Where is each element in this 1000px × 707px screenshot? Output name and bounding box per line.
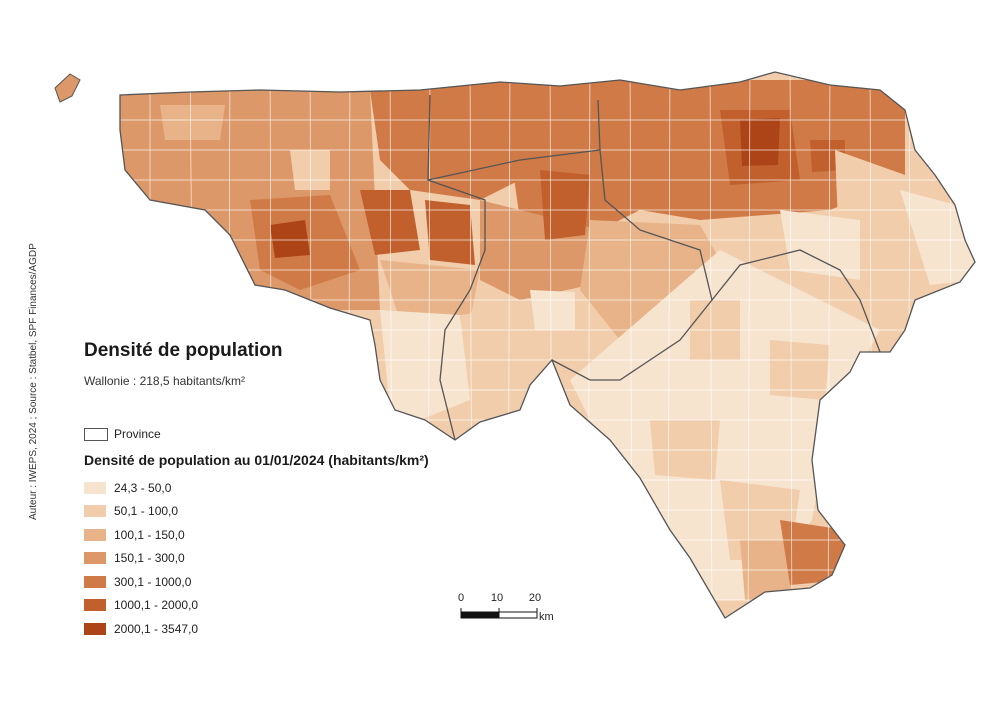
legend-label: 24,3 - 50,0 bbox=[114, 480, 172, 495]
map-subtitle: Wallonie : 218,5 habitants/km² bbox=[84, 374, 245, 388]
scale-tick-label: 10 bbox=[490, 592, 504, 604]
scale-tick-label: 20 bbox=[528, 592, 542, 604]
legend-swatch bbox=[84, 528, 106, 541]
legend-label: 2000,1 - 3547,0 bbox=[114, 621, 199, 636]
credit-text: Auteur : IWEPS, 2024 ; Source : Statbel,… bbox=[28, 243, 39, 520]
scale-tick-label: 0 bbox=[457, 592, 465, 604]
density-legend: 24,3 - 50,0 50,1 - 100,0 100,1 - 150,0 1… bbox=[84, 476, 198, 641]
legend-title: Densité de population au 01/01/2024 (hab… bbox=[84, 452, 429, 468]
exclave-shape bbox=[54, 73, 81, 103]
legend-label: 1000,1 - 2000,0 bbox=[114, 598, 199, 613]
legend-swatch bbox=[84, 481, 106, 494]
legend-label: 100,1 - 150,0 bbox=[114, 527, 185, 542]
legend-item: 50,1 - 100,0 bbox=[84, 500, 198, 524]
province-swatch bbox=[84, 427, 108, 441]
map-title: Densité de population bbox=[84, 340, 283, 361]
province-legend: Province bbox=[84, 427, 161, 441]
legend-swatch bbox=[84, 505, 106, 518]
legend-item: 300,1 - 1000,0 bbox=[84, 570, 198, 594]
scale-unit: km bbox=[539, 611, 554, 623]
legend-label: 50,1 - 100,0 bbox=[114, 504, 179, 519]
legend-label: 150,1 - 300,0 bbox=[114, 551, 185, 566]
legend-item: 150,1 - 300,0 bbox=[84, 547, 198, 571]
legend-label: 300,1 - 1000,0 bbox=[114, 574, 192, 589]
legend-swatch bbox=[84, 599, 106, 612]
legend-swatch bbox=[84, 552, 106, 565]
legend-swatch bbox=[84, 622, 106, 635]
legend-swatch bbox=[84, 575, 106, 588]
legend-item: 1000,1 - 2000,0 bbox=[84, 594, 198, 618]
province-borders bbox=[119, 71, 976, 619]
legend-item: 100,1 - 150,0 bbox=[84, 523, 198, 547]
province-label: Province bbox=[114, 427, 161, 441]
legend-item: 2000,1 - 3547,0 bbox=[84, 617, 198, 641]
legend-item: 24,3 - 50,0 bbox=[84, 476, 198, 500]
scale-bar-graphic bbox=[460, 608, 538, 619]
